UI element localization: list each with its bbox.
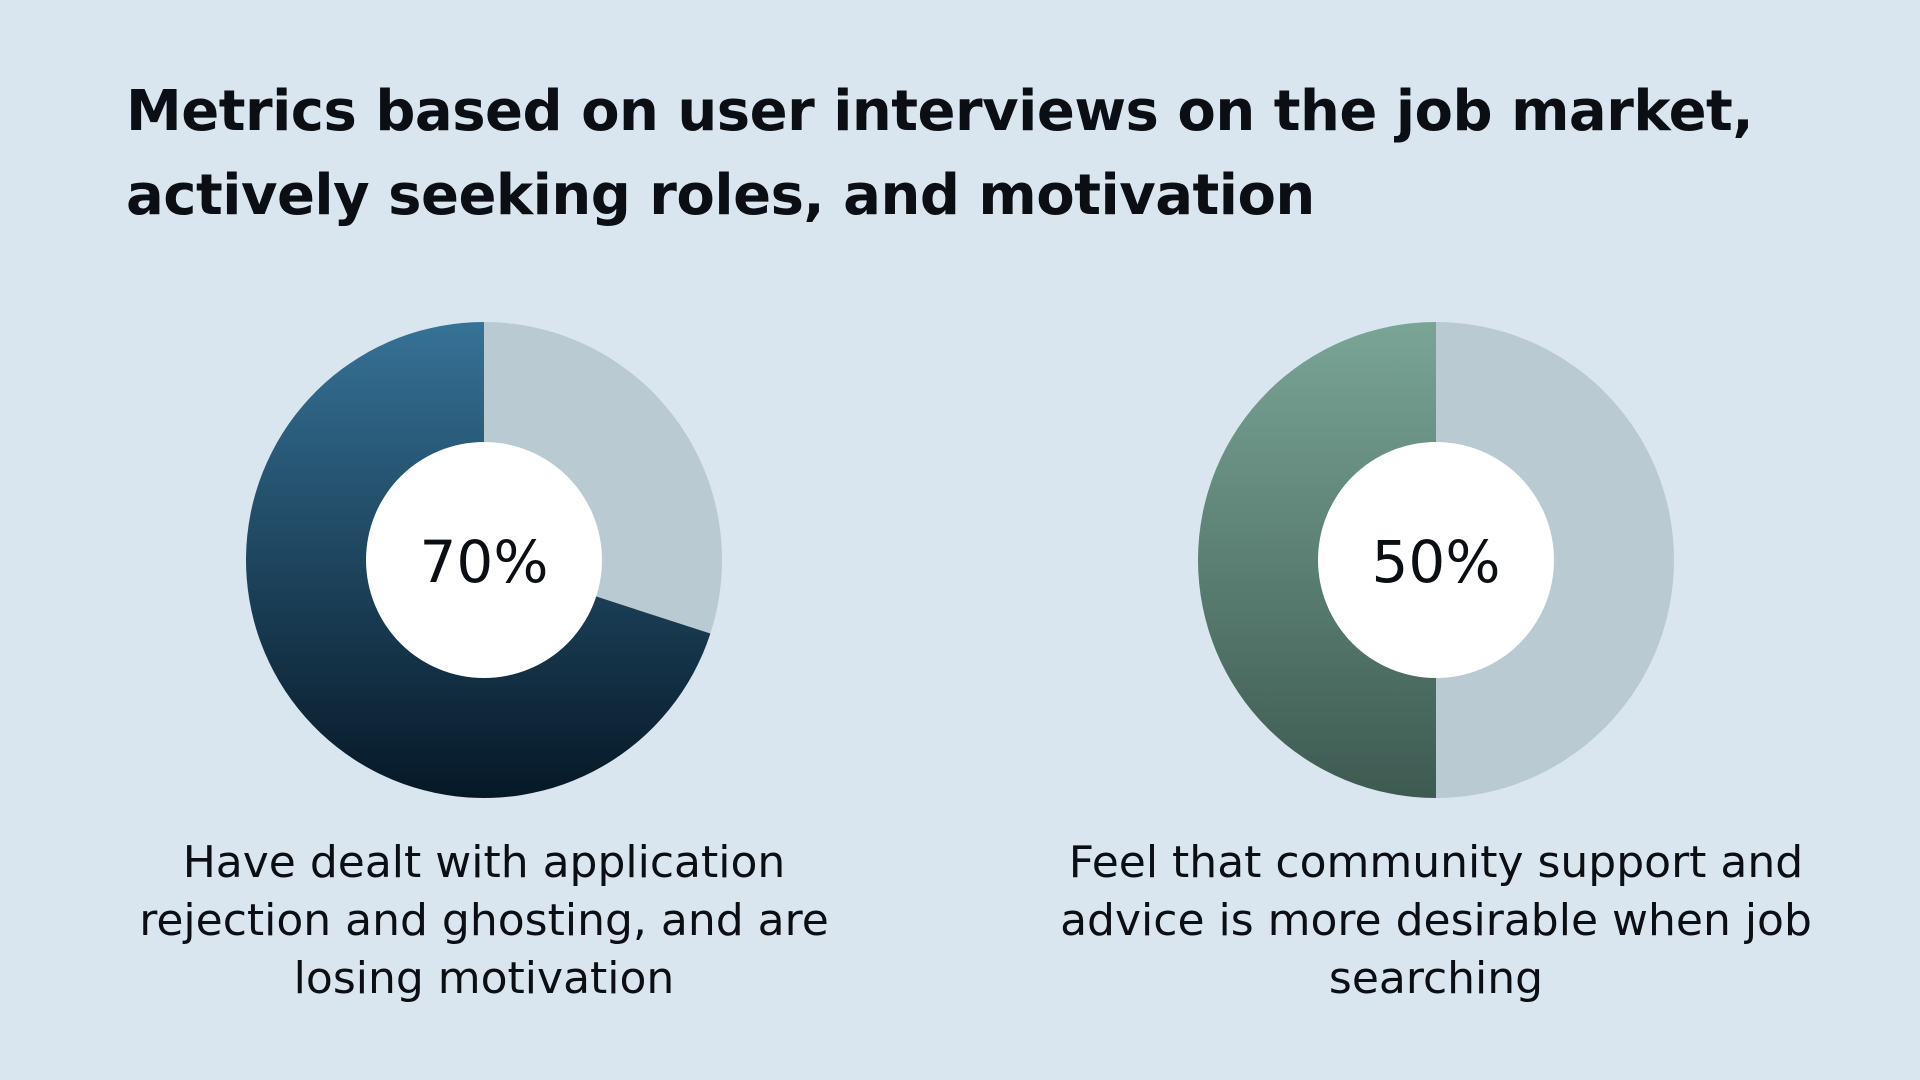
donut-hole xyxy=(1318,442,1554,678)
chart-caption-rejection: Have dealt with application rejection an… xyxy=(139,837,829,1004)
donut-hole xyxy=(366,442,602,678)
donut-chart-community-svg: 50% xyxy=(1198,322,1674,798)
donut-slice-value xyxy=(1198,322,1436,798)
donut-chart-rejection-svg: 70% xyxy=(246,322,722,798)
donut-slice-remainder xyxy=(1436,322,1674,798)
donut-percentage-label: 50% xyxy=(1372,528,1501,596)
page-title: Metrics based on user interviews on the … xyxy=(126,79,1754,228)
chart-caption-community: Feel that community support and advice i… xyxy=(1060,837,1812,1004)
donut-percentage-label: 70% xyxy=(420,528,549,596)
donut-slices xyxy=(1198,322,1674,798)
donut-chart-community: 50% xyxy=(1196,320,1676,800)
donut-chart-rejection: 70% xyxy=(244,320,724,800)
